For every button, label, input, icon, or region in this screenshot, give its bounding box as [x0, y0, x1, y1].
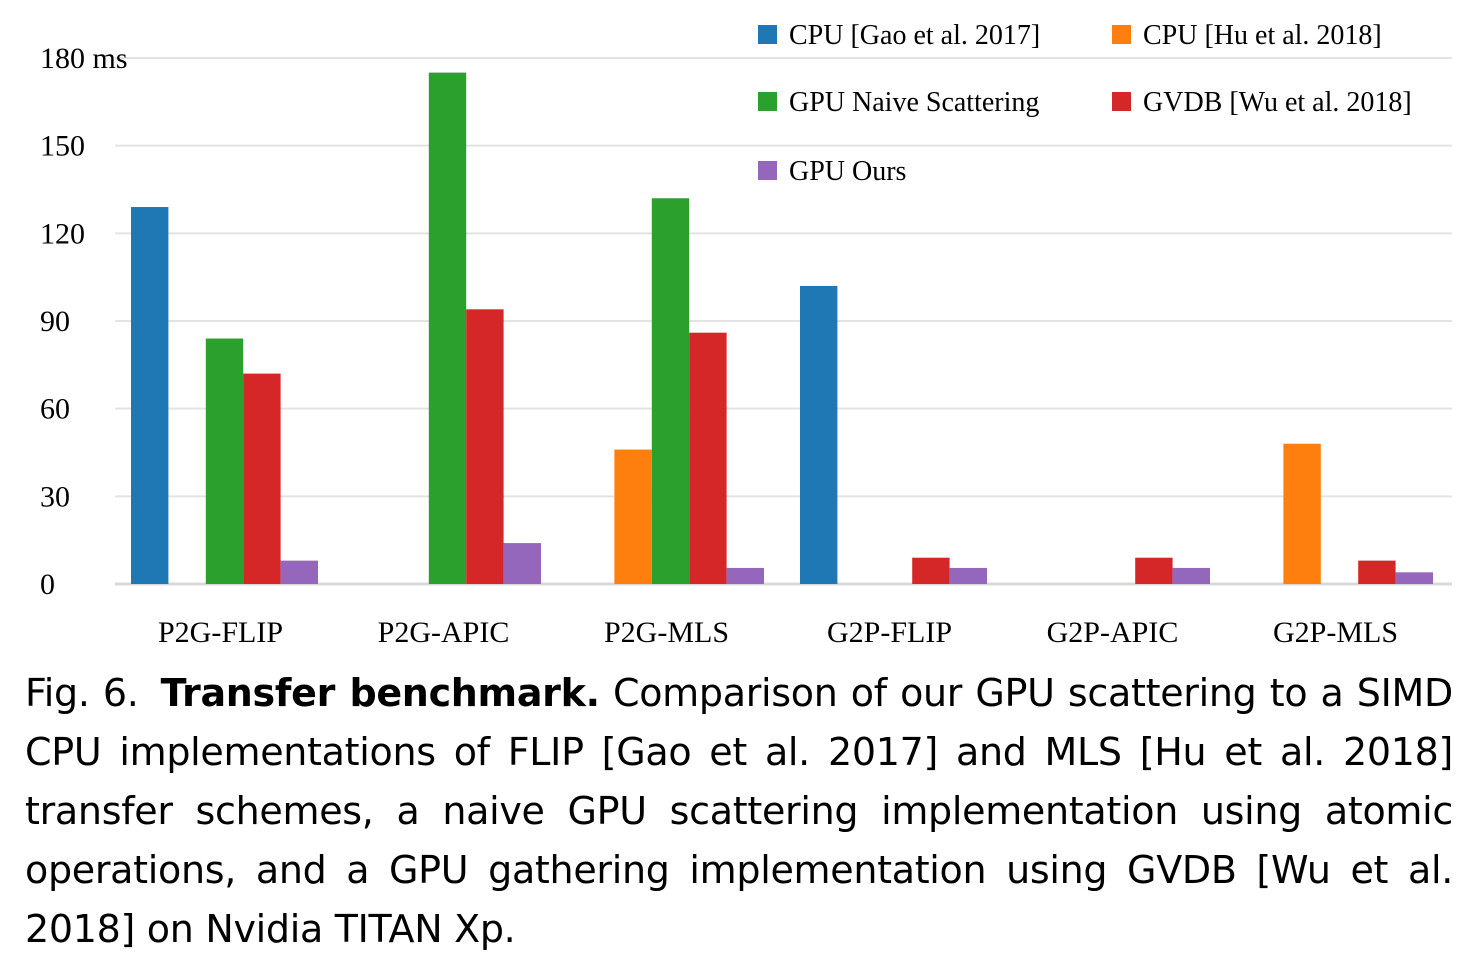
legend: CPU [Gao et al. 2017] CPU [Hu et al. 2018…: [758, 20, 1412, 187]
bar: [1358, 560, 1396, 584]
y-tick-label: 60: [40, 393, 70, 426]
y-tick-label: 180 ms: [40, 42, 128, 75]
bar: [689, 332, 727, 584]
x-tick-label: G2P-APIC: [1047, 616, 1179, 649]
bar: [243, 373, 281, 584]
x-tick-label: G2P-MLS: [1273, 616, 1398, 649]
y-tick-label: 120: [40, 217, 85, 250]
bar: [466, 309, 504, 584]
x-tick-label: G2P-FLIP: [827, 616, 952, 649]
caption-text: Comparison of our GPU scattering to a SI…: [25, 671, 1453, 951]
bar: [1283, 443, 1321, 584]
bar: [726, 567, 764, 584]
legend-swatch: [758, 25, 777, 44]
legend-swatch: [758, 161, 777, 180]
legend-label: CPU [Gao et al. 2017]: [789, 20, 1040, 51]
y-tick-label: 90: [40, 305, 70, 338]
legend-label: GVDB [Wu et al. 2018]: [1143, 87, 1412, 118]
bar: [800, 285, 838, 584]
figure-caption: Fig. 6. Transfer benchmark. Comparison of…: [25, 664, 1453, 959]
bar: [131, 207, 169, 585]
x-tick-label: P2G-APIC: [378, 616, 510, 649]
bar: [949, 567, 987, 584]
bar: [280, 560, 318, 584]
y-axis-ticks: 0 30 60 90 120 150 180 ms: [40, 42, 128, 601]
legend-swatch: [1112, 92, 1131, 111]
bar: [1135, 557, 1173, 584]
bars: [131, 72, 1433, 585]
x-tick-label: P2G-MLS: [604, 616, 729, 649]
y-tick-label: 0: [40, 568, 55, 601]
x-tick-label: P2G-FLIP: [158, 616, 283, 649]
bar: [1172, 567, 1210, 584]
legend-swatch: [758, 92, 777, 111]
y-tick-label: 150: [40, 130, 85, 163]
legend-label: GPU Naive Scattering: [789, 87, 1039, 118]
y-tick-label: 30: [40, 480, 70, 513]
x-axis-ticks: P2G-FLIP P2G-APIC P2G-MLS G2P-FLIP G2P-APIC G…: [158, 616, 1398, 649]
bar: [205, 338, 244, 584]
legend-label: CPU [Hu et al. 2018]: [1143, 20, 1382, 51]
bar: [651, 198, 690, 584]
bar: [614, 449, 652, 584]
legend-swatch: [1112, 25, 1131, 44]
bar: [503, 543, 541, 584]
gridlines: [115, 57, 1452, 586]
bar: [912, 557, 950, 584]
legend-label: GPU Ours: [789, 156, 906, 187]
bar: [1395, 572, 1433, 584]
caption-title: Transfer benchmark.: [160, 671, 600, 715]
figure-label: Fig. 6.: [25, 671, 139, 715]
bar: [428, 72, 467, 584]
